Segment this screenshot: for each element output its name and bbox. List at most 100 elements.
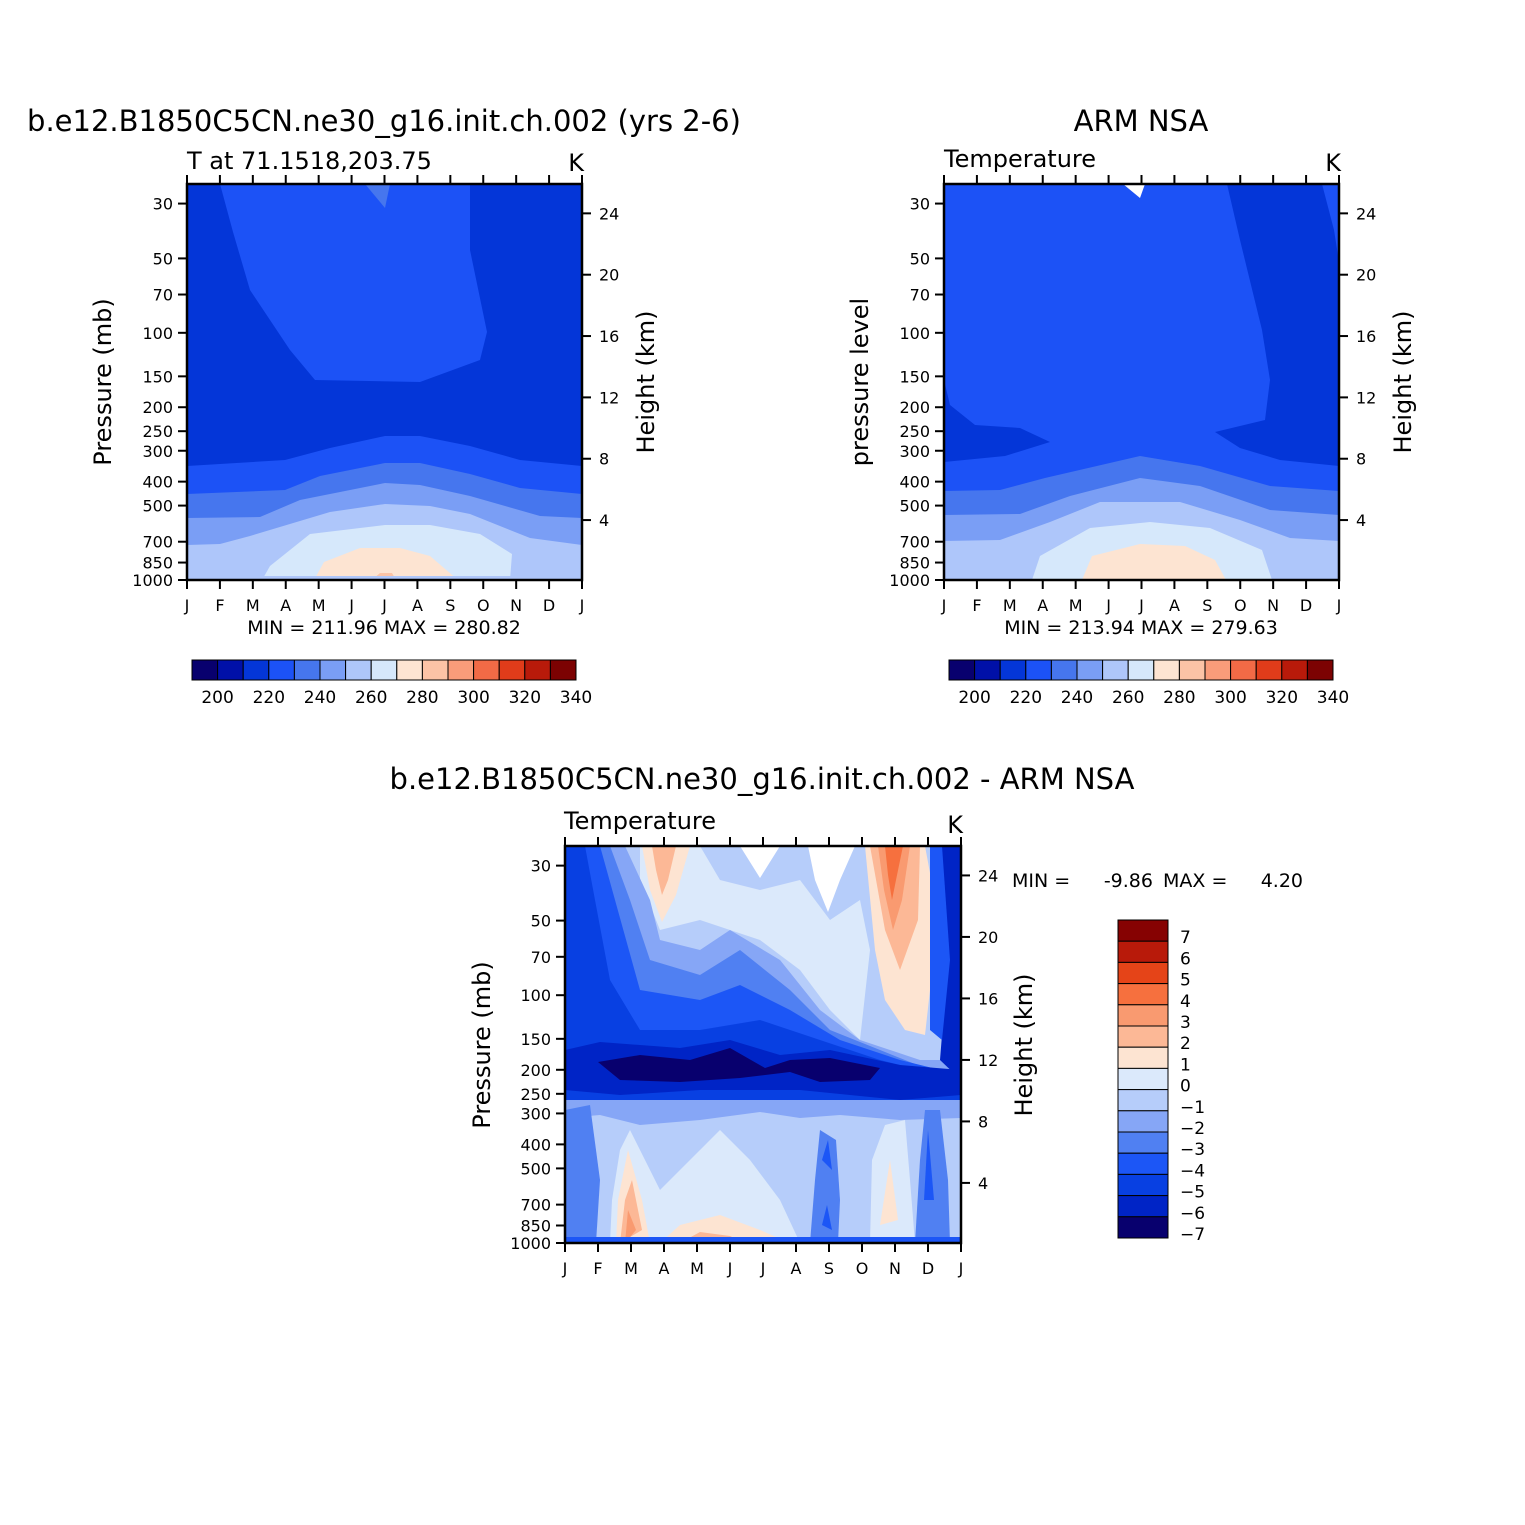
panel2-stats: MIN = 213.94 MAX = 279.63	[1004, 617, 1278, 639]
panel2-contour-field	[944, 184, 1339, 580]
x-tick-label: A	[1169, 596, 1180, 615]
colorbar-swatch	[1117, 919, 1169, 942]
x-tick-label: A	[412, 596, 423, 615]
y-tick-label: 200	[899, 398, 930, 417]
y-tick-label: 700	[520, 1196, 551, 1215]
colorbar-swatch	[498, 659, 526, 681]
x-tick-label: J	[1336, 596, 1342, 615]
colorbar-label: 200	[958, 688, 990, 708]
panel3-title: b.e12.B1850C5CN.ne30_g16.init.ch.002 - A…	[390, 762, 1135, 796]
colorbar-swatch	[1204, 659, 1232, 681]
colorbar-swatch	[1117, 1025, 1169, 1048]
y-tick-label: 200	[520, 1061, 551, 1080]
colorbar-swatch	[1117, 983, 1169, 1006]
band-2-3-lower	[620, 1180, 745, 1243]
x-tick-label: M	[312, 596, 326, 615]
x-tick-label: F	[972, 596, 981, 615]
colorbar-swatch	[1102, 659, 1129, 681]
colorbar-label: 7	[1180, 928, 1191, 948]
y-tick-right-label: 12	[978, 1051, 998, 1070]
panel3-subtitle-right: K	[947, 811, 964, 839]
y-tick-label: 700	[899, 533, 930, 552]
y-tick-label: 100	[142, 324, 173, 343]
colorbar-swatch	[1117, 1089, 1169, 1112]
band-270-280	[314, 548, 458, 580]
colorbar-label: 220	[1010, 688, 1042, 708]
colorbar-swatch	[242, 659, 270, 681]
band-n5-n4-sep	[822, 1140, 832, 1230]
y-tick-label: 150	[899, 367, 930, 386]
colorbar-label: −2	[1180, 1119, 1205, 1139]
panel3-contour-field	[565, 846, 961, 1243]
colorbar-label: 240	[1061, 688, 1093, 708]
colorbar-swatch	[1076, 659, 1104, 681]
colorbar-swatch	[345, 659, 372, 681]
y-tick-right-label: 20	[978, 928, 998, 947]
y-tick-right-label: 24	[978, 866, 998, 885]
y-tick-right-label: 4	[599, 511, 609, 530]
panel2-ylabel: pressure level	[846, 298, 874, 466]
y-tick-label: 250	[142, 422, 173, 441]
y-tick-label: 500	[520, 1159, 551, 1178]
colorbar-swatch	[191, 659, 219, 681]
x-tick-label: J	[1105, 596, 1111, 615]
panel3-ylabel-right: Height (km)	[1010, 974, 1038, 1117]
y-tick-right-label: 24	[1356, 204, 1376, 223]
y-tick-right-label: 16	[599, 327, 619, 346]
y-tick-label: 500	[899, 497, 930, 516]
colorbar-swatch	[1117, 961, 1169, 985]
colorbar-swatch	[1117, 1152, 1169, 1175]
x-tick-label: J	[579, 596, 585, 615]
band-4-plus-upper-nov	[885, 846, 903, 900]
y-tick-label: 400	[899, 473, 930, 492]
y-tick-label: 150	[520, 1030, 551, 1049]
panel-difference: b.e12.B1850C5CN.ne30_g16.init.ch.002 - A…	[390, 762, 1303, 1278]
band-270-280	[1082, 544, 1226, 580]
x-tick-label: J	[760, 1259, 766, 1278]
y-tick-label: 300	[899, 442, 930, 461]
band-n5-n4-dec	[915, 1110, 950, 1243]
x-tick-label: S	[1202, 596, 1212, 615]
x-tick-label: O	[1234, 596, 1247, 615]
band-215-220-upper	[220, 184, 487, 382]
colorbar-label: −7	[1180, 1225, 1205, 1245]
colorbar-label: 260	[1112, 688, 1144, 708]
y-tick-label: 30	[531, 857, 551, 876]
colorbar-swatch	[268, 659, 295, 681]
x-tick-label: M	[246, 596, 260, 615]
colorbar-swatch	[473, 659, 500, 681]
band-220-225-patch	[365, 184, 390, 208]
panel3-subtitle-left: Temperature	[563, 807, 716, 835]
y-tick-right-label: 4	[978, 1174, 988, 1193]
y-tick-label: 850	[899, 554, 930, 573]
x-tick-label: A	[1037, 596, 1048, 615]
panel1-title: b.e12.B1850C5CN.ne30_g16.init.ch.002 (yr…	[27, 104, 741, 138]
y-tick-label: 30	[910, 195, 930, 214]
panel1-stats: MIN = 211.96 MAX = 280.82	[247, 617, 521, 639]
colorbar-swatch	[447, 659, 475, 681]
colorbar-label: 4	[1180, 992, 1191, 1012]
panel2-subtitle-right: K	[1325, 149, 1342, 177]
colorbar-swatch	[1025, 659, 1052, 681]
colorbar-label: −5	[1180, 1183, 1205, 1203]
y-tick-label: 250	[899, 422, 930, 441]
x-tick-label: J	[1138, 596, 1144, 615]
colorbar-swatch	[1117, 1004, 1169, 1027]
colorbar-label: −3	[1180, 1140, 1205, 1160]
y-tick-label: 100	[520, 986, 551, 1005]
panel1-colorbar: 200 220 240 260 280 300 320 340	[191, 659, 592, 708]
x-tick-label: D	[1300, 596, 1312, 615]
panel1-contour-field	[187, 184, 582, 580]
band-n5-n4-dec-core	[924, 1130, 934, 1200]
y-tick-label: 70	[910, 286, 930, 305]
panel3-stats-max-label: MAX =	[1163, 870, 1227, 892]
y-tick-label: 850	[520, 1217, 551, 1236]
colorbar-label: 320	[1266, 688, 1298, 708]
colorbar-swatch	[1153, 659, 1180, 681]
y-tick-label: 400	[142, 473, 173, 492]
x-tick-label: A	[791, 1259, 802, 1278]
colorbar-label: 280	[1163, 688, 1195, 708]
band-n5-n4-left	[565, 1105, 600, 1243]
